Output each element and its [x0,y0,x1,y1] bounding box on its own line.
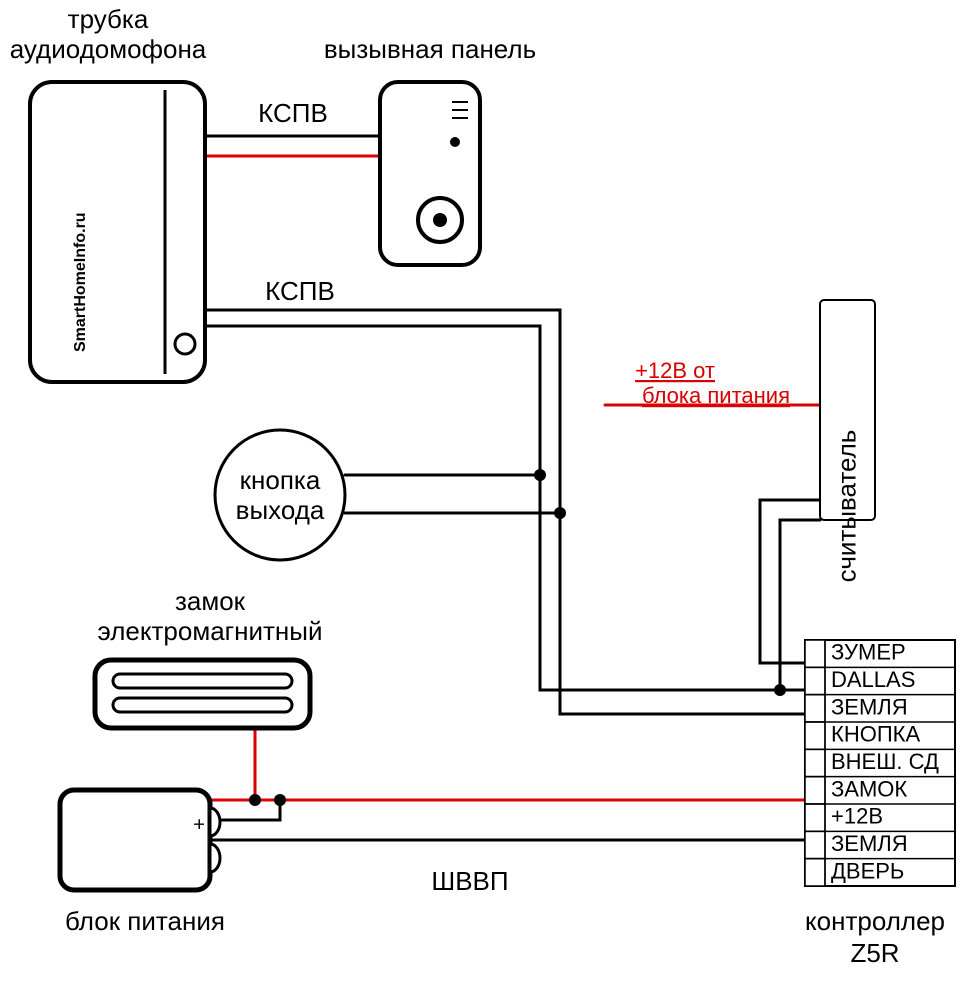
controller-label-2: Z5R [850,938,899,968]
controller-pin-label: КНОПКА [831,722,920,747]
controller-pin-label: ЗЕМЛЯ [831,831,908,856]
handset-label-1: трубка [68,4,149,34]
kspv-label-2: КСПВ [265,276,335,306]
psu-node: + [60,790,220,890]
controller-pin-label: ДВЕРЬ [831,858,904,883]
controller-pin-label: DALLAS [831,667,915,692]
controller-pin-label: ЗУМЕР [831,640,906,665]
exit-button-node: кнопка выхода [215,430,345,560]
svg-text:+: + [189,818,211,830]
call-panel-node [380,82,480,265]
psu-label: блок питания [65,906,225,936]
handset-label-2: аудиодомофона [10,34,207,64]
power-label-1: +12В от [635,358,715,383]
call-panel-label: вызывная панель [324,34,536,64]
controller-label-1: контроллер [805,906,945,936]
controller-pin-label: +12В [831,804,883,829]
lock-label-1: замок [175,586,246,616]
lock-label-2: электромагнитный [98,616,323,646]
reader-label: считыватель [832,430,862,583]
shvvp-label: ШВВП [431,866,508,896]
power-label-2: блока питания [642,383,790,408]
controller-pin-label: ЗАМОК [831,776,907,801]
exit-button-label-2: выхода [236,495,325,525]
kspv-label-1: КСПВ [258,98,328,128]
controller-pin-label: ЗЕМЛЯ [831,694,908,719]
brand-text: SmartHomeInfo.ru [72,212,89,352]
exit-button-label-1: кнопка [240,465,321,495]
reader-node: считыватель [820,300,875,582]
controller-pin-label: ВНЕШ. СД [831,749,939,774]
controller-node: ЗУМЕРDALLASЗЕМЛЯКНОПКАВНЕШ. СДЗАМОК+12ВЗ… [805,640,955,886]
lock-node [95,660,310,728]
handset-node: SmartHomeInfo.ru [30,82,205,382]
